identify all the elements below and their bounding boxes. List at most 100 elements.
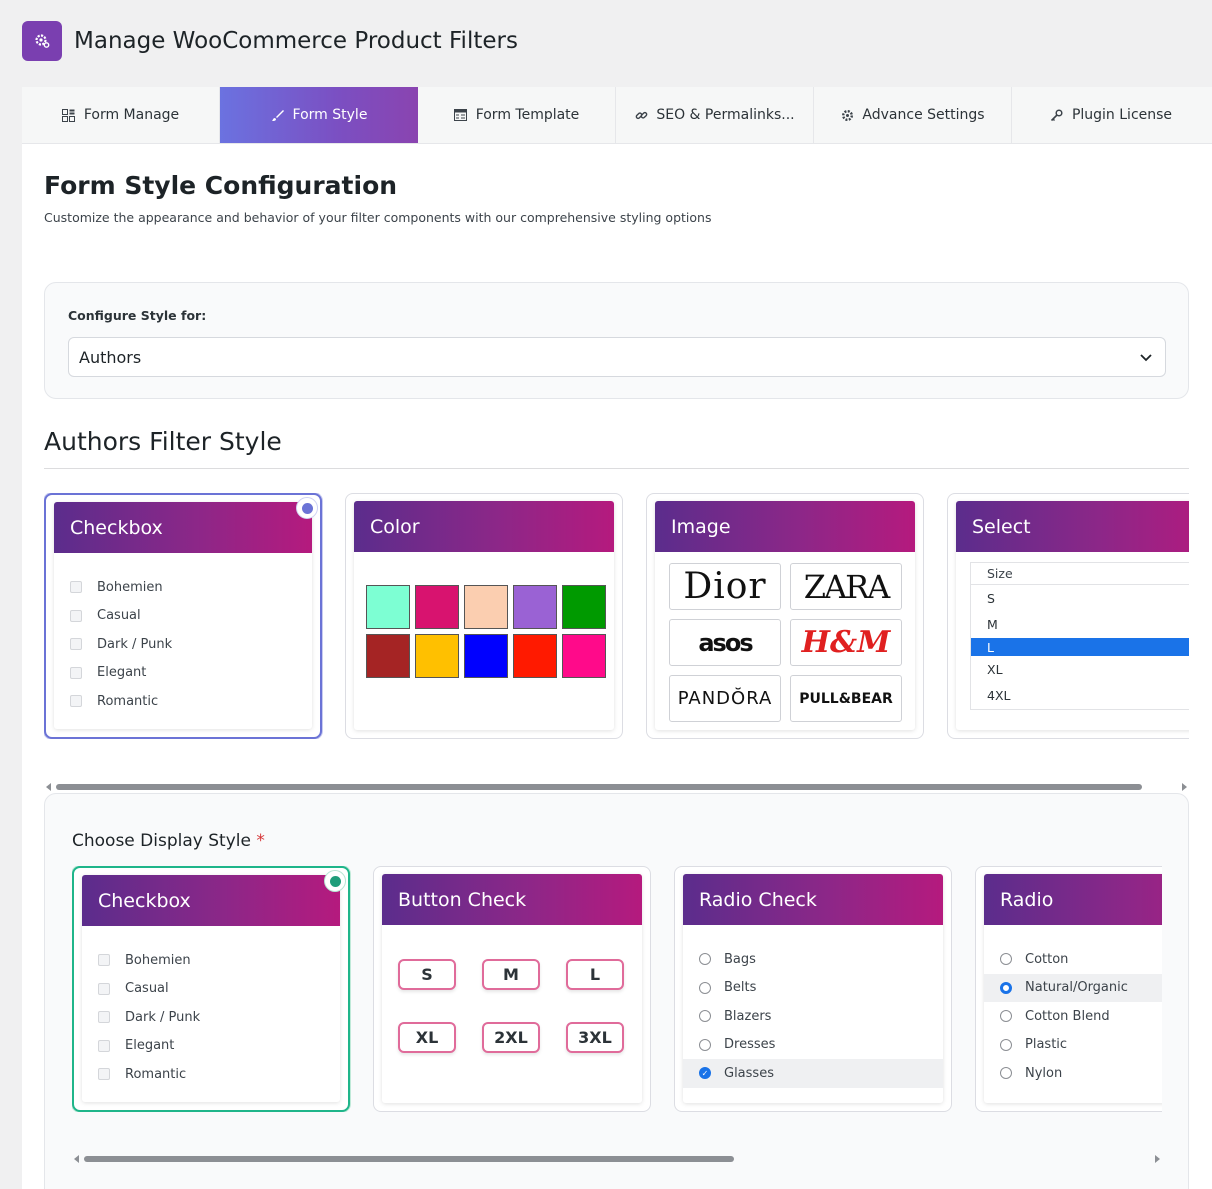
scroll-right-arrow-icon[interactable] [1155,1155,1160,1163]
card-preview: Select Size S M L XL 4XL [956,501,1189,730]
display-style-scrollbar[interactable] [74,1155,1160,1163]
radio-icon [1000,953,1012,966]
list-item: Nylon [984,1059,1162,1088]
link-icon [634,108,648,122]
select-option-highlighted: L [971,638,1189,656]
item-label: Dark / Punk [97,636,173,652]
select-option: M [987,617,998,633]
color-swatch [366,634,410,678]
checkbox-icon [70,638,82,651]
list-item: Belts [683,974,943,1003]
list-item: Casual [98,975,340,1004]
list-item: Cotton [984,945,1162,974]
select-header: Size [971,563,1189,585]
color-swatch [464,585,508,629]
item-label: Belts [724,980,757,996]
color-swatch [513,634,557,678]
card-title: Checkbox [54,502,312,553]
tab-form-template[interactable]: Form Template [418,87,616,143]
page-title: Manage WooCommerce Product Filters [74,28,518,54]
style-card-color[interactable]: Color [345,493,623,739]
display-style-cards: Checkbox Bohemien Casual Dark / Punk Ele… [72,866,1162,1112]
card-preview: Radio Cotton Natural/Organic Cotton Blen… [984,874,1162,1103]
list-item: Romantic [70,687,312,716]
item-label: Romantic [125,1066,187,1082]
radio-icon [699,953,711,966]
list-item: Bohemien [70,573,312,602]
card-preview: Radio Check Bags Belts Blazers Dresses ✓… [683,874,943,1103]
card-preview: Button Check S M L XL 2XL 3XL [382,874,642,1103]
card-title: Radio [984,874,1162,925]
checkbox-list: Bohemien Casual Dark / Punk Elegant Roma… [54,553,312,716]
selected-indicator-icon [296,497,318,519]
brand-logo-pullbear: PULL&BEAR [790,675,902,722]
divider [44,468,1189,469]
color-swatch [415,585,459,629]
tab-seo-permalinks[interactable]: SEO & Permalinks... [616,87,814,143]
list-item: Bohemien [98,946,340,975]
chevron-down-icon [1140,354,1152,362]
display-style-label: Choose Display Style * [72,831,265,851]
color-swatch [366,585,410,629]
card-preview: Image Dior ZARA asos H&M PANDŎRA PULL&BE… [655,501,915,730]
item-label: Dresses [724,1037,776,1053]
grid-icon [62,108,76,122]
display-card-radio[interactable]: Radio Cotton Natural/Organic Cotton Blen… [975,866,1162,1112]
configure-style-label: Configure Style for: [68,308,207,323]
select-option: 4XL [987,688,1011,704]
item-label: Elegant [97,665,147,681]
checkbox-icon [70,609,82,622]
style-card-select[interactable]: Select Size S M L XL 4XL [947,493,1189,739]
list-item: Bags [683,945,943,974]
display-card-radio-check[interactable]: Radio Check Bags Belts Blazers Dresses ✓… [674,866,952,1112]
main-panel: Form Manage Form Style Form Template SEO… [22,87,1212,1189]
style-card-image[interactable]: Image Dior ZARA asos H&M PANDŎRA PULL&BE… [646,493,924,739]
radio-icon [1000,1038,1012,1051]
color-swatch [415,634,459,678]
list-item: Casual [70,602,312,631]
tab-form-manage[interactable]: Form Manage [22,87,220,143]
display-card-button-check[interactable]: Button Check S M L XL 2XL 3XL [373,866,651,1112]
display-card-checkbox[interactable]: Checkbox Bohemien Casual Dark / Punk Ele… [72,866,350,1112]
tab-label: SEO & Permalinks... [656,107,795,123]
tab-form-style[interactable]: Form Style [220,87,418,143]
radio-list: Bags Belts Blazers Dresses ✓ Glasses [683,925,943,1088]
card-title: Color [354,501,614,552]
list-item: Elegant [70,659,312,688]
size-buttons: S M L XL 2XL 3XL [398,959,624,1053]
scrollbar-thumb[interactable] [56,784,1142,790]
card-title: Checkbox [82,875,340,926]
style-card-checkbox[interactable]: Checkbox Bohemien Casual Dark / Punk Ele… [44,493,322,739]
scroll-right-arrow-icon[interactable] [1182,783,1187,791]
tab-label: Form Manage [83,107,180,123]
list-item: Dark / Punk [70,630,312,659]
filter-style-scrollbar[interactable] [46,783,1187,791]
scroll-left-arrow-icon[interactable] [46,783,51,791]
scrollbar-thumb[interactable] [84,1156,734,1162]
brand-logo-pandora: PANDŎRA [669,675,781,722]
tab-label: Advance Settings [862,107,985,123]
display-style-box: Choose Display Style * Checkbox Bohemien… [44,793,1189,1189]
card-preview: Checkbox Bohemien Casual Dark / Punk Ele… [82,875,340,1102]
list-item: Dresses [683,1031,943,1060]
item-label: Bohemien [125,952,191,968]
brand-logo-asos: asos [669,619,781,666]
list-item-checked: ✓ Glasses [683,1059,943,1088]
tab-plugin-license[interactable]: Plugin License [1012,87,1210,143]
item-label: Blazers [724,1008,772,1024]
brand-logo-dior: Dior [669,563,781,610]
section-title: Form Style Configuration [44,171,398,200]
checkbox-list: Bohemien Casual Dark / Punk Elegant Roma… [82,926,340,1089]
gear-icon [840,108,854,122]
tab-advance-settings[interactable]: Advance Settings [814,87,1012,143]
checkbox-icon [98,982,110,995]
gear-icon [35,34,50,48]
card-title: Select [956,501,1189,552]
list-item: Plastic [984,1031,1162,1060]
tab-label: Form Style [292,107,368,123]
configure-style-select[interactable]: Authors [68,337,1166,377]
scroll-left-arrow-icon[interactable] [74,1155,79,1163]
size-button: M [482,959,540,990]
radio-icon [699,1038,711,1051]
card-title: Image [655,501,915,552]
